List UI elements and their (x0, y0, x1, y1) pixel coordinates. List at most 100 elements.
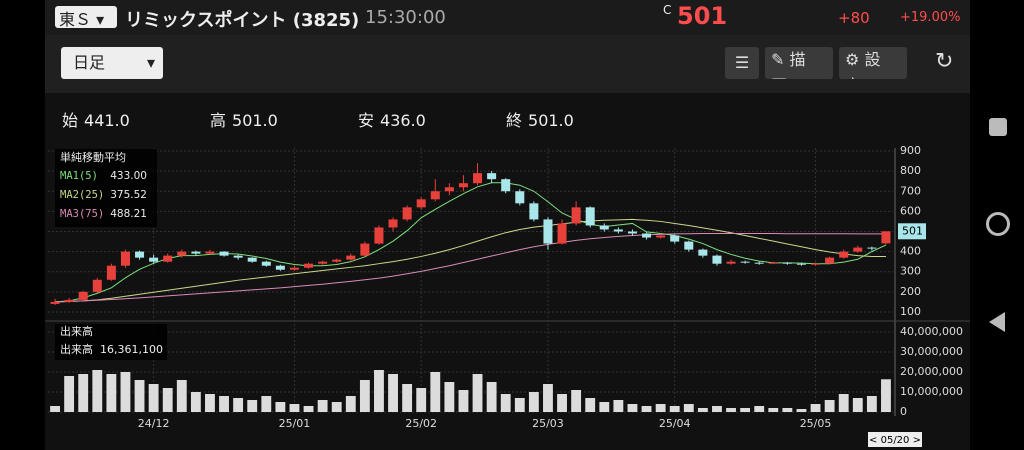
candle-body (332, 259, 342, 262)
candle-body (304, 263, 314, 268)
volume-bar (162, 388, 173, 412)
legend-name: MA1(5) (60, 170, 98, 182)
period-select[interactable]: 日足 ▾ (61, 47, 163, 79)
list-button[interactable]: ☰ (725, 47, 759, 79)
ma-line (55, 233, 886, 303)
volume-bar (852, 398, 863, 412)
candle-body (205, 251, 215, 254)
legend-name: MA2(25) (60, 189, 104, 201)
candle-body (768, 262, 778, 264)
volume-bar (810, 404, 821, 412)
v-tick-label: 0 (900, 405, 907, 418)
candle-body (571, 207, 581, 224)
legend-value: 488.21 (110, 208, 147, 220)
candle-body (247, 257, 257, 262)
legend-value: 375.52 (110, 189, 147, 201)
candle-body (50, 301, 60, 304)
draw-button[interactable]: ✎ 描画 (765, 47, 833, 79)
y-tick-label: 600 (900, 204, 921, 217)
ohlc-label: 安 (358, 111, 375, 130)
volume-bar (148, 384, 159, 412)
candle-body (501, 179, 511, 192)
volume-bar (514, 398, 525, 412)
candle-body (275, 265, 285, 270)
candle-body (529, 203, 539, 220)
candle-body (642, 233, 652, 238)
candle-body (64, 299, 74, 302)
volume-bar (331, 402, 342, 412)
draw-label: 描画 (771, 50, 812, 79)
candle-body (698, 249, 708, 256)
volume-bar (613, 400, 624, 412)
volume-bar (712, 406, 722, 412)
candle-body (796, 263, 806, 265)
y-tick-label: 800 (900, 164, 921, 177)
ohlc-item: 高 501.0 (210, 107, 278, 131)
v-tick-label: 30,000,000 (900, 345, 963, 358)
candle-body (811, 263, 821, 265)
home-button[interactable] (986, 212, 1010, 236)
market: 東Ｓ (59, 10, 92, 29)
volume-bar (317, 400, 328, 412)
ma-line (55, 182, 887, 303)
candle-body (374, 227, 384, 244)
candle-body (120, 251, 130, 266)
x-tick-label: 25/03 (532, 417, 564, 430)
candle-body (684, 241, 694, 250)
candle-body (867, 247, 877, 249)
price-tag: 501 (902, 224, 923, 237)
volume-bar (190, 392, 201, 412)
legend-value: 433.00 (110, 170, 147, 182)
settings-button[interactable]: ⚙ 設定 (839, 47, 907, 79)
volume-bar (641, 406, 652, 412)
volume-bar (430, 372, 441, 412)
back-button[interactable] (989, 312, 1005, 332)
candle-body (92, 279, 102, 292)
ohlc-row: 始 441.0 高 501.0 安 436.0 終 501.0 (45, 93, 970, 141)
candle-body (233, 255, 243, 258)
volume-bar (261, 396, 272, 412)
volume-bar (345, 396, 356, 412)
candle-body (881, 231, 891, 244)
recents-button[interactable] (989, 118, 1007, 136)
price: 501 (677, 2, 728, 30)
volume-bar (219, 396, 229, 412)
candle-body (318, 261, 328, 264)
volume-name: 出来高 (60, 342, 93, 356)
candle-body (656, 235, 666, 238)
x-tick-label: 24/12 (138, 417, 170, 430)
ohlc-label: 始 (62, 111, 79, 130)
candle-body (219, 251, 229, 256)
volume-bar (458, 390, 469, 412)
volume-bar (669, 406, 680, 412)
legend-bg (55, 149, 157, 227)
volume-bar (754, 406, 765, 412)
volume-bar (528, 392, 539, 412)
legend-name: MA3(75) (60, 208, 104, 220)
ohlc-value: 436.0 (380, 111, 426, 130)
volume-bar (881, 379, 891, 412)
candle-body (78, 291, 88, 300)
volume-bar (359, 380, 370, 412)
ohlc-label: 終 (506, 111, 523, 130)
stock-name: リミックスポイント (3825) (125, 10, 360, 31)
volume-bar (655, 404, 666, 412)
volume-bar (50, 406, 60, 412)
volume-bar (599, 402, 610, 412)
candle-body (444, 187, 454, 192)
volume-bar (768, 408, 779, 412)
market-select[interactable]: 東Ｓ ▾ (55, 6, 117, 29)
volume-bar (402, 384, 413, 412)
ohlc-item: 終 501.0 (506, 107, 574, 131)
candle-body (289, 267, 299, 270)
candle-body (740, 261, 750, 263)
y-tick-label: 900 (900, 144, 921, 157)
candle-body (177, 251, 187, 256)
chart: 100200300400500600700800900010,000,00020… (45, 141, 970, 450)
volume-bar (838, 394, 849, 412)
candle-body (585, 207, 595, 226)
refresh-button[interactable]: ↻ (935, 49, 954, 74)
x-tick-label: 25/01 (279, 417, 311, 430)
cursor-label-bg (868, 432, 922, 447)
